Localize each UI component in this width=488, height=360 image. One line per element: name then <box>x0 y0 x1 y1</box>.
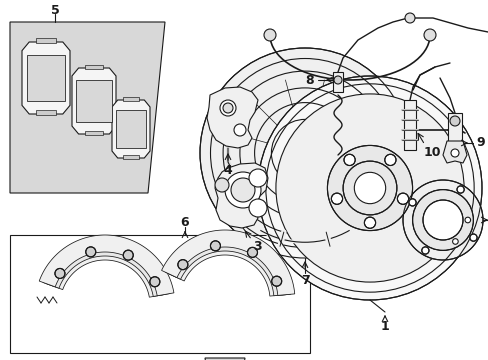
Circle shape <box>178 260 187 270</box>
Circle shape <box>224 172 261 208</box>
Circle shape <box>215 178 228 192</box>
Text: 7: 7 <box>300 274 309 287</box>
Circle shape <box>423 29 435 41</box>
Circle shape <box>271 276 281 286</box>
Bar <box>27 55 65 101</box>
Polygon shape <box>332 72 342 92</box>
Polygon shape <box>10 22 164 193</box>
Text: 1: 1 <box>380 320 388 333</box>
Polygon shape <box>442 141 466 163</box>
Circle shape <box>55 269 65 278</box>
Circle shape <box>220 100 236 116</box>
Circle shape <box>327 145 412 230</box>
Circle shape <box>452 239 457 244</box>
Text: 8: 8 <box>305 73 314 86</box>
Bar <box>85 65 102 69</box>
Circle shape <box>412 190 472 251</box>
Circle shape <box>469 234 476 241</box>
Polygon shape <box>447 113 461 143</box>
Bar <box>85 131 102 135</box>
Circle shape <box>247 247 257 257</box>
Circle shape <box>200 48 409 258</box>
Circle shape <box>450 149 458 157</box>
Circle shape <box>364 217 375 228</box>
Polygon shape <box>43 239 170 297</box>
Circle shape <box>343 154 354 166</box>
Circle shape <box>404 13 414 23</box>
Polygon shape <box>112 100 150 158</box>
Polygon shape <box>161 230 294 296</box>
Text: 4: 4 <box>223 163 232 176</box>
Circle shape <box>449 116 459 126</box>
Text: 3: 3 <box>252 239 261 252</box>
Text: 6: 6 <box>181 216 189 229</box>
Circle shape <box>264 29 275 41</box>
Bar <box>116 111 146 148</box>
Circle shape <box>456 186 463 193</box>
Circle shape <box>275 94 463 282</box>
Text: 9: 9 <box>476 136 484 149</box>
Circle shape <box>234 124 245 136</box>
Circle shape <box>343 161 396 215</box>
Bar <box>123 97 138 101</box>
Circle shape <box>408 199 415 206</box>
Circle shape <box>384 154 395 166</box>
Circle shape <box>258 76 481 300</box>
Circle shape <box>223 103 232 113</box>
Circle shape <box>402 180 482 260</box>
Circle shape <box>248 169 266 187</box>
Text: 5: 5 <box>51 4 59 17</box>
Bar <box>10 235 309 353</box>
Text: 10: 10 <box>423 147 440 159</box>
Circle shape <box>331 193 342 204</box>
Circle shape <box>422 200 462 240</box>
Circle shape <box>464 217 469 223</box>
Polygon shape <box>403 100 415 150</box>
Circle shape <box>123 250 133 260</box>
Bar <box>76 80 111 122</box>
Circle shape <box>149 277 160 287</box>
Circle shape <box>397 193 408 204</box>
Circle shape <box>354 172 385 204</box>
Bar <box>123 155 138 159</box>
Circle shape <box>230 178 254 202</box>
Polygon shape <box>165 234 290 296</box>
Polygon shape <box>168 238 286 296</box>
Bar <box>36 111 56 116</box>
Circle shape <box>248 199 266 217</box>
Bar <box>36 39 56 44</box>
Circle shape <box>85 247 96 257</box>
Polygon shape <box>39 235 174 296</box>
Circle shape <box>210 241 220 251</box>
Polygon shape <box>47 243 166 297</box>
Polygon shape <box>206 87 258 148</box>
Circle shape <box>333 76 341 84</box>
Circle shape <box>421 247 428 254</box>
Polygon shape <box>215 163 267 228</box>
Polygon shape <box>22 42 70 114</box>
Polygon shape <box>204 358 244 360</box>
Polygon shape <box>72 68 116 134</box>
